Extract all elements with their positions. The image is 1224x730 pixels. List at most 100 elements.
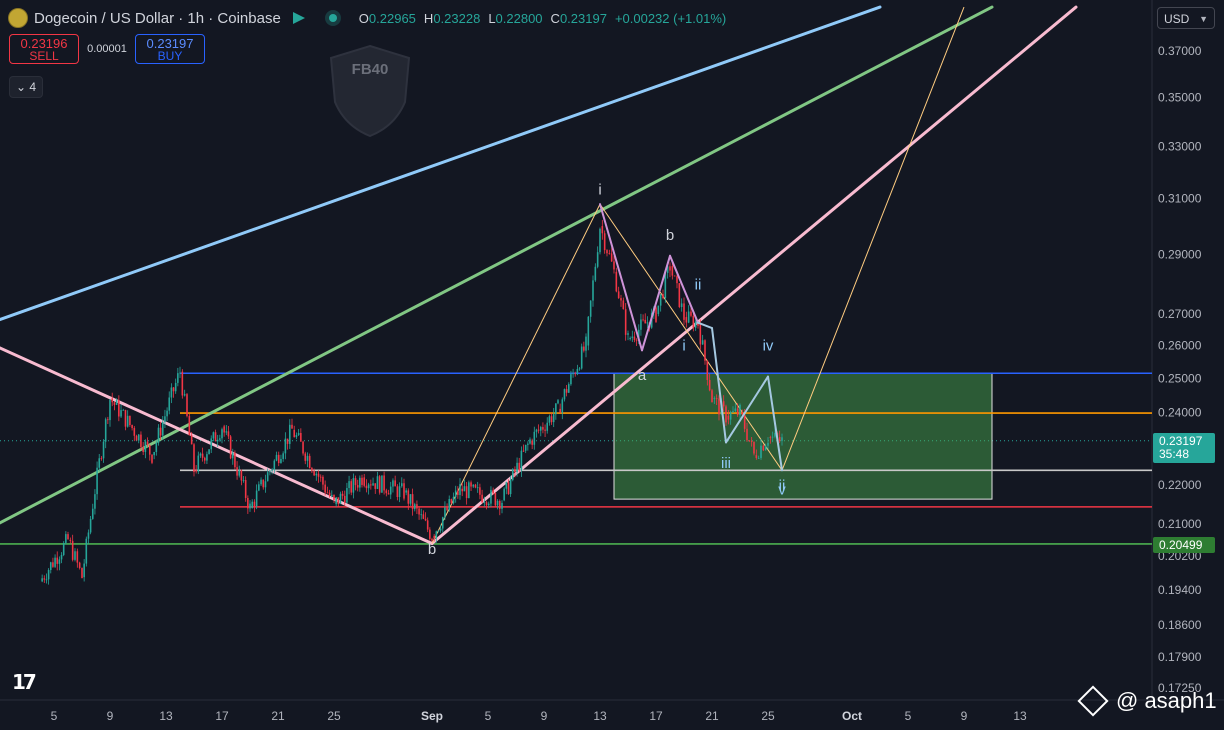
candle-body bbox=[627, 333, 629, 335]
candle-body bbox=[457, 490, 459, 495]
candle-body bbox=[762, 445, 765, 451]
candle-body bbox=[67, 534, 69, 539]
candle-body bbox=[736, 408, 739, 416]
candle-body bbox=[273, 460, 276, 470]
candle-body bbox=[348, 481, 350, 489]
candle-body bbox=[199, 453, 202, 456]
candle-body bbox=[322, 476, 324, 485]
candle-body bbox=[498, 500, 501, 509]
candle-body bbox=[483, 502, 486, 503]
time-tick-label: 17 bbox=[215, 709, 229, 723]
candle-body bbox=[223, 426, 225, 433]
candle-body bbox=[69, 539, 72, 541]
candle-body bbox=[520, 450, 523, 471]
candle-body bbox=[135, 435, 138, 441]
candle-body bbox=[685, 317, 688, 323]
candle-body bbox=[409, 494, 412, 504]
candle-body bbox=[496, 500, 499, 506]
sell-button[interactable]: 0.23196 SELL bbox=[9, 34, 79, 64]
candle-body bbox=[168, 397, 171, 411]
candle-body bbox=[54, 557, 56, 567]
candle-body bbox=[403, 483, 405, 499]
time-tick-label: Oct bbox=[842, 709, 862, 723]
price-tick-label: 0.17250 bbox=[1158, 681, 1202, 695]
candle-body bbox=[767, 442, 769, 446]
current-price-tag: 0.23197 35:48 bbox=[1153, 433, 1215, 463]
chevron-down-icon: ▼ bbox=[1199, 14, 1208, 24]
candle-body bbox=[644, 319, 647, 324]
candle-body bbox=[282, 453, 284, 459]
candle-body bbox=[548, 416, 551, 423]
candle-body bbox=[157, 427, 160, 443]
indicators-toggle-button[interactable]: ⌄ 4 bbox=[9, 76, 43, 98]
candle-body bbox=[640, 319, 642, 330]
flag-icon[interactable] bbox=[292, 12, 305, 24]
candle-body bbox=[589, 300, 592, 317]
candle-body bbox=[518, 462, 521, 471]
chevron-down-icon: ⌄ bbox=[15, 80, 27, 94]
candle-body bbox=[365, 485, 368, 489]
candle-body bbox=[330, 494, 333, 497]
wave-label: i bbox=[682, 337, 685, 354]
candle-body bbox=[91, 508, 94, 519]
candle-body bbox=[231, 452, 234, 459]
candle-body bbox=[242, 480, 245, 481]
candle-body bbox=[678, 283, 681, 308]
candle-body bbox=[603, 233, 606, 251]
candle-body bbox=[757, 457, 760, 459]
candle-body bbox=[304, 453, 307, 461]
candle-body bbox=[161, 422, 164, 436]
candle-body bbox=[501, 502, 503, 509]
candle-body bbox=[608, 253, 611, 255]
candle-body bbox=[463, 486, 466, 492]
tradingview-logo[interactable]: 17 bbox=[12, 670, 37, 694]
price-change: +0.00232 (+1.01%) bbox=[614, 10, 727, 26]
candle-body bbox=[118, 399, 120, 417]
candle-body bbox=[177, 373, 179, 383]
candle-body bbox=[94, 494, 96, 509]
candle-body bbox=[374, 483, 377, 489]
time-tick-label: 25 bbox=[761, 709, 775, 723]
candle-body bbox=[448, 499, 451, 511]
candle-body bbox=[253, 501, 256, 507]
buy-button[interactable]: 0.23197 BUY bbox=[135, 34, 205, 64]
candle-body bbox=[635, 339, 638, 341]
fb40-shield-watermark: FB40 bbox=[329, 44, 411, 138]
candle-body bbox=[234, 452, 236, 468]
symbol-title[interactable]: Dogecoin / US Dollar · 1h · Coinbase bbox=[34, 9, 281, 27]
candle-body bbox=[655, 307, 657, 322]
candle-body bbox=[778, 436, 781, 441]
candle-body bbox=[533, 431, 536, 445]
candle-body bbox=[561, 399, 564, 413]
candle-body bbox=[333, 494, 335, 500]
candle-body bbox=[570, 374, 572, 385]
candle-body bbox=[74, 551, 76, 560]
candle-body bbox=[286, 438, 289, 444]
time-tick-label: Sep bbox=[421, 709, 443, 723]
candle-body bbox=[170, 387, 173, 398]
wave-segment bbox=[767, 375, 783, 472]
candle-body bbox=[725, 406, 727, 423]
candle-body bbox=[41, 578, 43, 582]
candle-body bbox=[47, 570, 50, 580]
candle-body bbox=[81, 568, 83, 579]
candle-body bbox=[599, 228, 601, 253]
candle-body bbox=[313, 470, 315, 476]
candle-body bbox=[324, 484, 326, 493]
wave-label: a bbox=[638, 367, 647, 384]
candle-body bbox=[753, 441, 755, 454]
fb40-badge-text: FB40 bbox=[352, 61, 389, 78]
candle-body bbox=[60, 554, 63, 560]
candle-body bbox=[328, 492, 331, 497]
time-tick-label: 17 bbox=[649, 709, 663, 723]
currency-select[interactable]: USD ▼ bbox=[1157, 7, 1215, 29]
candle-body bbox=[479, 487, 481, 495]
trend-line bbox=[0, 346, 434, 546]
candle-body bbox=[739, 404, 741, 416]
candle-body bbox=[405, 490, 407, 493]
candle-body bbox=[535, 429, 538, 432]
wave-label: ii bbox=[695, 277, 702, 294]
wave-label: ii bbox=[779, 478, 786, 495]
